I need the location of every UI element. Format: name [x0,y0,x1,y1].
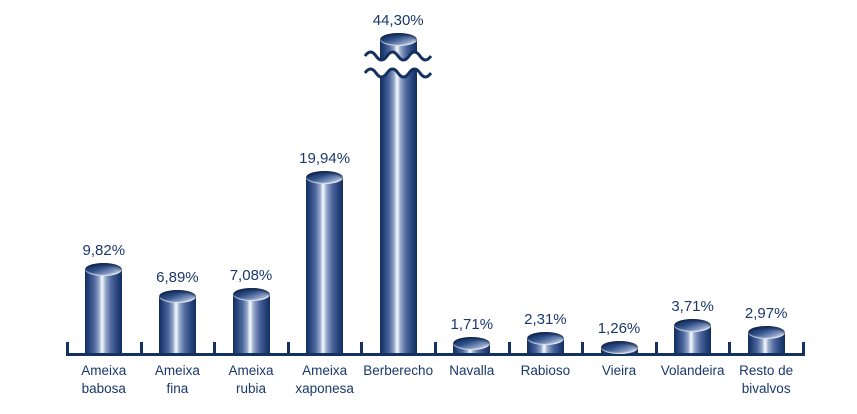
category-label: Vieira [601,363,637,378]
bar-value-label: 1,26% [597,320,641,338]
bar-cylinder-cap [379,33,417,46]
bar-cylinder-cap [747,325,785,339]
category-label: Ameixa xaponesa [295,363,354,396]
x-axis-tick [507,342,511,356]
category-label: Berberecho [363,363,434,378]
x-axis-tick [581,342,585,356]
x-axis-tick [213,342,217,356]
category-label: Navalla [449,363,495,378]
axis-break-wave-icon [364,50,433,79]
bar-cylinder-body [379,39,417,353]
bar-cylinder-cap [600,341,638,355]
category-label: Ameixa rubia [228,363,274,396]
x-axis-tick [802,342,805,356]
bar-cylinder-cap [232,288,270,302]
bar-value-label: 7,08% [229,267,273,285]
bar-cylinder-body [306,177,344,353]
bar-value-label: 2,31% [524,310,567,328]
x-axis-tick [66,342,69,356]
category-label: Rabioso [520,363,571,378]
bar-cylinder-body [158,296,196,353]
category-label: Volandeira [660,363,725,378]
x-axis-tick [654,342,658,356]
bar-cylinder-body [232,294,270,353]
bar-value-label: 6,89% [156,269,199,287]
bar-value-label: 9,82% [82,242,126,260]
bar-cylinder-cap [526,331,564,345]
bar-cylinder-cap [674,319,712,333]
bar-cylinder-cap [158,290,196,304]
bar-cylinder-body [85,269,123,353]
x-axis-tick [286,342,290,356]
bar-cylinder-cap [306,170,344,184]
bar-value-label: 3,71% [671,298,714,316]
category-label: Ameixa babosa [81,363,127,396]
category-label: Resto de bivalvos [739,363,794,396]
bar-value-label: 2,97% [744,304,788,322]
bar-value-label: 44,30% [372,12,424,29]
bar-value-label: 1,71% [450,316,494,334]
bar-value-label: 19,94% [299,149,351,167]
bar-cylinder-cap [453,337,491,351]
x-axis-tick [728,342,732,356]
category-label: Ameixa fina [154,363,200,396]
x-axis-tick [360,342,364,356]
axis-break-marks [364,46,433,82]
x-axis-tick [139,342,143,356]
x-axis-tick [434,342,437,356]
bar-cylinder-cap [85,263,123,277]
